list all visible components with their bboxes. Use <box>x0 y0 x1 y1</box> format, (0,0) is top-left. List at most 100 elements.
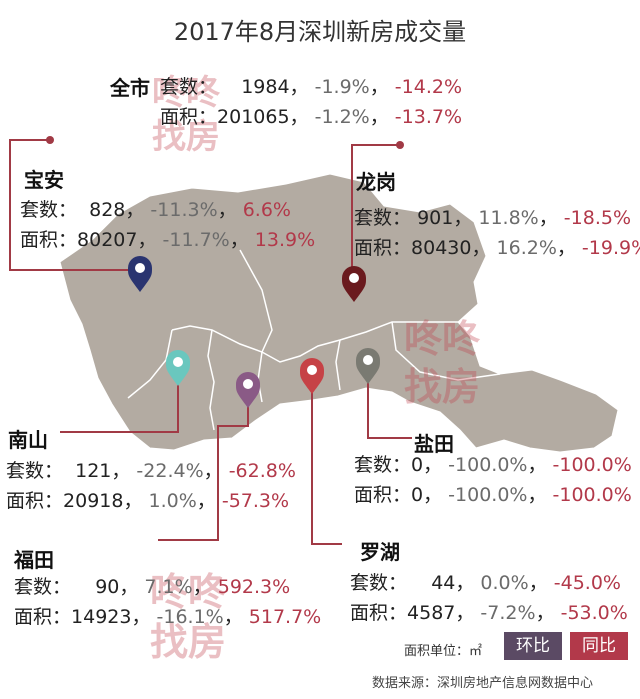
baoan-units-row: 套数： 828， -11.3%， 6.6% <box>20 199 291 221</box>
watermark-logo: 咚咚 找房 咚咚 找房 咚咚 找房 <box>150 73 481 664</box>
luohu-area-row: 面积：4587， -7.2%， -53.0% <box>350 602 628 624</box>
page-title: 2017年8月深圳新房成交量 <box>173 18 467 46</box>
futian-units: 90 <box>95 576 120 598</box>
yantian-area-mom: -100.0% <box>448 484 528 506</box>
baoan-area-yoy: 13.9% <box>254 229 316 251</box>
luohu-units: 44 <box>431 572 456 594</box>
overall-area-yoy: -13.7% <box>394 106 462 128</box>
luohu-units-row: 套数： 44， 0.0%， -45.0% <box>350 572 621 594</box>
futian-units-mom: 7.1% <box>144 576 193 598</box>
area-label: 面积： <box>14 606 72 628</box>
overall-units-yoy: -14.2% <box>394 76 462 98</box>
yantian-area-yoy: -100.0% <box>552 484 632 506</box>
baoan-units: 828 <box>89 199 126 221</box>
overall-name: 全市 <box>110 76 150 100</box>
area-label: 面积： <box>350 602 408 624</box>
legend-mom-badge: 环比 <box>504 632 562 660</box>
yantian-area: 0 <box>411 484 424 506</box>
svg-text:咚咚: 咚咚 <box>404 317 481 361</box>
overall-units-mom: -1.9% <box>314 76 370 98</box>
units-label: 套数： <box>6 460 64 482</box>
overall-units: 1984 <box>241 76 290 98</box>
svg-text:咚咚: 咚咚 <box>152 73 221 113</box>
baoan-area-row: 面积：80207， -11.7%， 13.9% <box>20 229 316 251</box>
longgang-area-yoy: -19.9% <box>581 237 640 259</box>
area-unit-note: 面积单位：㎡ <box>404 644 483 659</box>
longgang-units-mom: 11.8% <box>478 207 539 229</box>
yantian-units: 0 <box>411 454 424 476</box>
luohu-name: 罗湖 <box>360 540 400 564</box>
baoan-name: 宝安 <box>24 168 64 192</box>
svg-text:找房: 找房 <box>152 117 220 157</box>
units-label: 套数： <box>354 207 412 229</box>
pin-baoan <box>128 256 152 292</box>
svg-text:咚咚: 咚咚 <box>150 570 227 614</box>
units-label: 套数： <box>14 576 72 598</box>
longgang-area: 80430 <box>411 237 472 259</box>
longgang-name: 龙岗 <box>356 170 396 194</box>
units-label: 套数： <box>20 199 78 221</box>
longgang-area-row: 面积：80430， 16.2%， -19.9% <box>354 233 640 260</box>
longgang-units-row: 套数： 901， 11.8%， -18.5% <box>354 207 631 229</box>
overall-area-mom: -1.2% <box>314 106 370 128</box>
area-label: 面积： <box>160 106 218 128</box>
longgang-area-mom: 16.2% <box>496 237 557 259</box>
futian-area: 14923 <box>71 606 132 628</box>
futian-area-row: 面积：14923， -16.1%， 517.7% <box>14 606 322 628</box>
baoan-units-mom: -11.3% <box>150 199 218 221</box>
luohu-units-yoy: -45.0% <box>553 572 621 594</box>
baoan-units-yoy: 6.6% <box>242 199 291 221</box>
nanshan-area-row: 面积：20918， 1.0%， -57.3% <box>6 490 290 512</box>
yantian-units-mom: -100.0% <box>448 454 528 476</box>
pin-longgang <box>342 266 366 302</box>
leader-dots <box>46 136 404 149</box>
luohu-units-mom: 0.0% <box>480 572 529 594</box>
svg-text:找房: 找房 <box>150 620 226 664</box>
longgang-units-yoy: -18.5% <box>563 207 631 229</box>
baoan-area-mom: -11.7% <box>162 229 230 251</box>
nanshan-units: 121 <box>75 460 112 482</box>
units-label: 套数： <box>160 76 218 98</box>
nanshan-area-mom: 1.0% <box>148 490 197 512</box>
nanshan-area: 20918 <box>63 490 124 512</box>
baoan-area: 80207 <box>77 229 138 251</box>
data-source: 数据来源：深圳房地产信息网数据中心 <box>372 676 594 691</box>
nanshan-name: 南山 <box>8 428 48 452</box>
futian-units-row: 套数： 90， 7.1%， 592.3% <box>14 576 291 598</box>
nanshan-units-row: 套数： 121， -22.4%， -62.8% <box>6 460 296 482</box>
futian-units-yoy: 592.3% <box>217 576 291 598</box>
yantian-name: 盐田 <box>414 432 454 456</box>
area-label: 面积： <box>6 490 64 512</box>
map-landmass <box>59 173 619 453</box>
overall-area: 201065 <box>217 106 290 128</box>
futian-area-mom: -16.1% <box>156 606 224 628</box>
pin-nanshan <box>166 350 190 386</box>
yantian-units-yoy: -100.0% <box>552 454 632 476</box>
luohu-area: 4587 <box>407 602 456 624</box>
yantian-units-row: 套数：0， -100.0%， -100.0% <box>354 454 632 476</box>
pin-yantian <box>356 348 380 384</box>
area-label: 面积： <box>20 229 78 251</box>
svg-text:找房: 找房 <box>404 365 480 409</box>
futian-area-yoy: 517.7% <box>248 606 322 628</box>
nanshan-units-yoy: -62.8% <box>228 460 296 482</box>
units-label: 套数： <box>354 454 412 476</box>
area-label: 面积： <box>354 484 412 506</box>
futian-name: 福田 <box>14 548 54 572</box>
overall-units-row: 套数： 1984， -1.9%， -14.2% <box>160 76 462 98</box>
longgang-units: 901 <box>417 207 454 229</box>
pin-futian <box>236 372 260 408</box>
luohu-area-mom: -7.2% <box>480 602 536 624</box>
legend-yoy-badge: 同比 <box>570 632 628 660</box>
nanshan-area-yoy: -57.3% <box>221 490 290 512</box>
overall-area-row: 面积：201065， -1.2%， -13.7% <box>160 106 462 128</box>
pin-luohu <box>300 358 324 394</box>
area-label: 面积： <box>354 237 412 259</box>
luohu-area-yoy: -53.0% <box>560 602 628 624</box>
nanshan-units-mom: -22.4% <box>136 460 204 482</box>
leader-lines <box>9 139 412 545</box>
units-label: 套数： <box>350 572 408 594</box>
yantian-area-row: 面积：0， -100.0%， -100.0% <box>354 484 632 506</box>
